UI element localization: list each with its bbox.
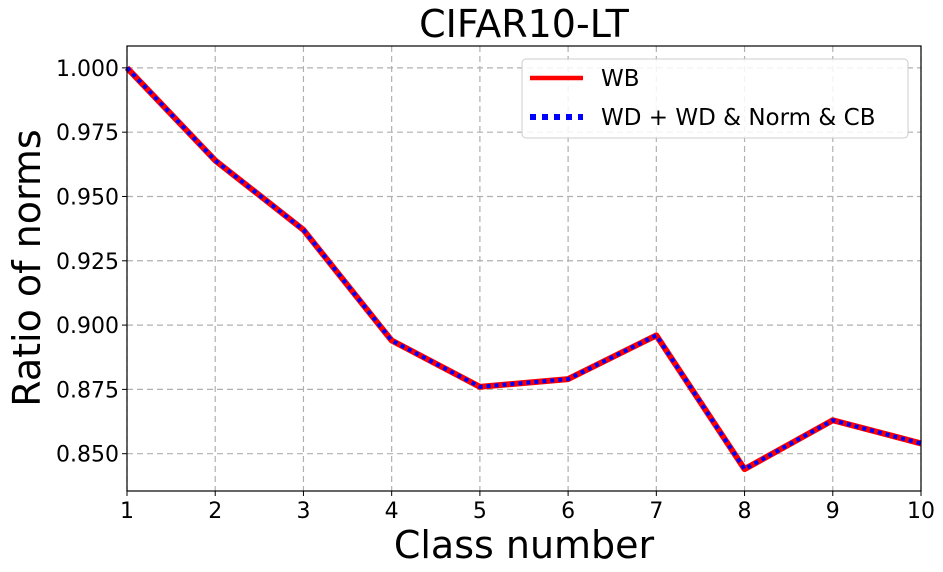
- x-tick-label: 9: [826, 499, 840, 524]
- x-tick-label: 10: [907, 499, 935, 524]
- y-tick-label: 0.900: [56, 314, 119, 339]
- x-tick-label: 3: [296, 499, 310, 524]
- chart-title: CIFAR10-LT: [419, 2, 630, 46]
- y-axis-ticks: 0.850 0.875 0.900 0.925 0.950 0.975 1.000: [56, 57, 127, 468]
- x-axis-ticks: 1 2 3 4 5 6 7 8 9 10: [120, 491, 935, 524]
- legend-label-wd: WD + WD & Norm & CB: [601, 105, 875, 131]
- series-lines: [124, 65, 922, 473]
- x-axis-title: Class number: [394, 523, 655, 567]
- y-tick-label: 0.850: [56, 443, 119, 468]
- x-tick-label: 2: [208, 499, 222, 524]
- y-tick-label: 0.925: [56, 250, 119, 275]
- plot-frame: [126, 45, 922, 492]
- legend-box: [521, 58, 909, 139]
- y-tick-label: 1.000: [56, 57, 119, 82]
- x-tick-label: 5: [473, 499, 487, 524]
- x-tick-label: 4: [385, 499, 399, 524]
- y-axis-title: Ratio of norms: [5, 129, 49, 406]
- x-tick-label: 7: [649, 499, 663, 524]
- legend: WB WD + WD & Norm & CB: [521, 58, 909, 139]
- x-tick-label: 6: [561, 499, 575, 524]
- x-tick-label: 1: [120, 499, 134, 524]
- y-tick-label: 0.875: [56, 378, 119, 403]
- y-tick-label: 0.950: [56, 185, 119, 210]
- x-tick-label: 8: [738, 499, 752, 524]
- legend-label-wb: WB: [601, 66, 640, 92]
- y-tick-label: 0.975: [56, 121, 119, 146]
- series-line-wd-norm-cb: [125, 66, 922, 472]
